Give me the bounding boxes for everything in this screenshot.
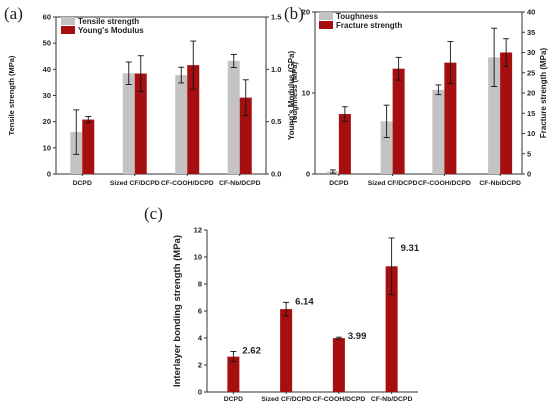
panel-label-b: (b) [284,4,304,23]
panel-c-y-tick-label: 12 [194,226,202,235]
panel-b-legend-label: Toughness [336,12,379,21]
panel-c-category-label: DCPD [224,396,243,403]
panel-label-c: (c) [144,204,163,223]
panel-b-y2-tick-label: 20 [527,89,535,98]
panel-b-y-axis-title: Toughness (MPa) [290,62,299,124]
panel-c-y-tick-label: 0 [198,388,202,397]
panel-b-y2-tick-label: 30 [527,48,535,57]
panel-c-y-tick-label: 6 [198,307,202,316]
panel-a-y2-tick-label: 0.0 [271,170,281,179]
panel-c-data-label: 9.31 [401,243,420,254]
panel-b-bar-series1 [432,89,445,174]
panel-a-y2-tick-label: 1.5 [271,13,281,22]
panel-a-y2-tick-label: 0.5 [271,117,281,126]
panel-a-bar-series1 [227,60,240,174]
panel-b-y-tick-label: 0 [306,170,310,179]
panel-a-y-axis-title: Tensile strength (MPa) [7,55,16,135]
panel-b-legend-label: Fracture strength [336,21,402,30]
panel-label-a: (a) [4,4,23,23]
panel-a-y-tick-label: 50 [43,39,51,48]
panel-c-bar-series1 [227,356,240,392]
panel-c-category-label: CF-Nb/DCPD [371,396,413,403]
panel-c-bar-series1 [332,338,345,392]
panel-a-bar-series2 [134,73,147,174]
panel-b-category-label: Sized CF/DCPD [368,180,418,187]
panel-a-y-tick-label: 0 [47,170,51,179]
panel-a-y2-axis-title: Young's Modulus (GPa) [287,51,296,141]
panel-a-category-label: CF-COOH/DCPD [161,180,214,187]
panel-b-y2-tick-label: 10 [527,129,535,138]
panel-b-legend-swatch [319,21,333,29]
panel-c-data-label: 6.14 [295,296,314,307]
panel-c-category-label: Sized CF/DCPD [261,396,311,403]
panel-b-y2-tick-label: 0 [527,170,531,179]
panel-b-bar-series2 [392,68,405,174]
panel-a-bar-series2 [187,65,200,174]
panel-c-y-axis-title: Interlayer bonding strength (MPa) [172,235,183,387]
panel-a-bar-series1 [175,75,188,174]
panel-a-y-tick-label: 30 [43,91,51,100]
panel-b-bar-series2 [444,62,457,174]
panel-a-legend-swatch [61,17,75,25]
panel-b-category-label: CF-COOH/DCPD [418,180,471,187]
panel-a-y-tick-label: 20 [43,117,51,126]
panel-a-category-label: DCPD [73,180,92,187]
panel-b-y2-tick-label: 35 [527,28,535,37]
panel-a-y-tick-label: 40 [43,65,51,74]
panel-b-bar-series2 [500,52,513,174]
panel-b-y2-tick-label: 40 [527,8,535,17]
panel-c-bar-series1 [280,309,293,392]
panel-a-category-label: Sized CF/DCPD [110,180,160,187]
panel-b-bar-series1 [380,121,393,174]
panel-a-y-tick-label: 60 [43,13,51,22]
panel-c-y-tick-label: 10 [194,253,202,262]
panel-c-y-tick-label: 2 [198,361,202,370]
panel-a-y2-tick-label: 1.0 [271,65,281,74]
panel-b-y2-axis-title: Fracture strength (MPa) [539,48,548,139]
panel-b-y2-tick-label: 15 [527,109,535,118]
panel-c-data-label: 3.99 [348,331,367,342]
panel-a-bar-series2 [82,119,95,174]
panel-a-bar-series2 [239,97,252,174]
panel-b-y-tick-label: 20 [302,8,310,17]
panel-b-bar-series2 [338,114,351,174]
panel-a-legend-swatch [61,26,75,34]
panel-a-legend-label: Tensile strength [78,17,139,26]
panel-c-y-tick-label: 8 [198,280,202,289]
panel-c-bar-series1 [385,266,398,392]
panel-c-y-tick-label: 4 [198,334,203,343]
panel-b-y2-tick-label: 25 [527,68,535,77]
panel-b-category-label: CF-Nb/DCPD [479,180,521,187]
panel-b-category-label: DCPD [329,180,348,187]
panel-b-y-tick-label: 10 [302,89,310,98]
panel-b-y2-tick-label: 5 [527,149,531,158]
panel-a-category-label: CF-Nb/DCPD [219,180,261,187]
panel-b-legend-swatch [319,12,333,20]
panel-a-legend-label: Young's Modulus [78,26,144,35]
panel-a-bar-series1 [122,73,135,174]
panel-c-data-label: 2.62 [242,346,261,357]
panel-c-category-label: CF-COOH/DCPD [312,396,365,403]
panel-a-y-tick-label: 10 [43,143,51,152]
